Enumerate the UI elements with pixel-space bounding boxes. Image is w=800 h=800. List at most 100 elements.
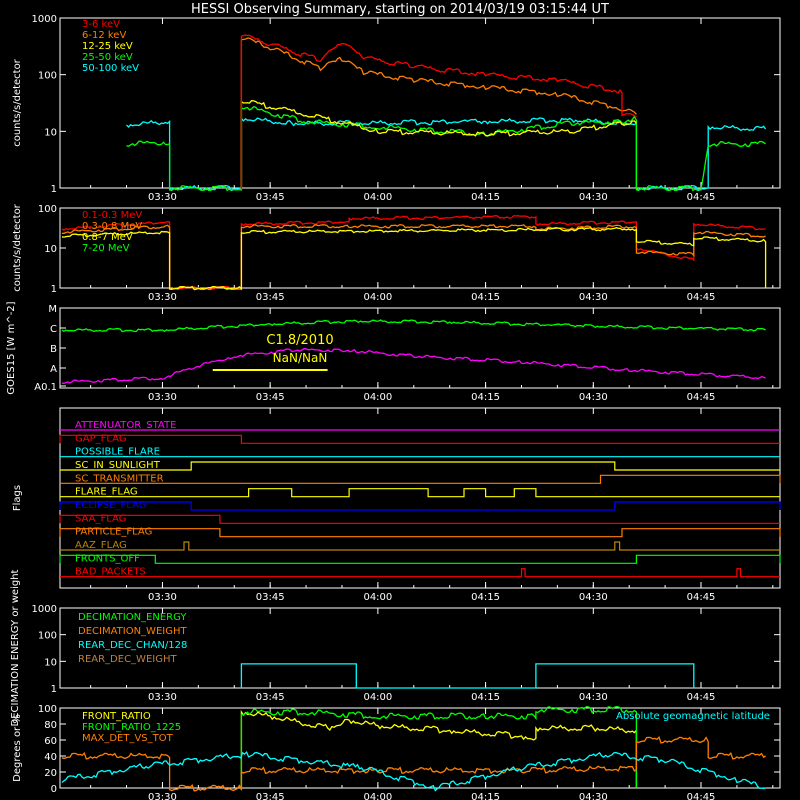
y-axis-label: counts/s/detector bbox=[12, 58, 23, 146]
flag-label: PARTICLE_FLAG bbox=[75, 527, 152, 538]
panel-frame bbox=[59, 17, 781, 189]
flag-trace bbox=[59, 514, 780, 524]
flag-trace bbox=[59, 528, 781, 538]
x-tick-label: 04:45 bbox=[687, 792, 716, 800]
x-tick-label: 04:30 bbox=[579, 692, 608, 703]
flag-label: FRONTS_OFF bbox=[75, 553, 140, 564]
y-tick-label: 0 bbox=[51, 784, 57, 795]
x-tick-label: 04:45 bbox=[687, 692, 716, 703]
legend-entry: 0.3-0.8 MeV bbox=[82, 221, 142, 232]
flag-trace bbox=[60, 541, 780, 551]
y-tick-label: 100 bbox=[38, 631, 57, 642]
panel-p6: 03:30 03:45 04:00 04:15 04:30 04:45 bbox=[59, 707, 781, 800]
legend-entry: MAX_DET_VS_TOT bbox=[82, 733, 174, 744]
y-tick-label: 20 bbox=[44, 768, 57, 779]
x-tick-label: 04:30 bbox=[579, 192, 608, 203]
panel-p4: 03:30 03:45 04:00 04:15 04:30 04:45 bbox=[59, 407, 781, 603]
legend-entry: 25-50 keV bbox=[82, 52, 133, 63]
flag-label: FLARE_FLAG bbox=[75, 487, 138, 498]
series-long bbox=[61, 319, 766, 333]
flag-label: AAZ_FLAG bbox=[75, 540, 127, 551]
series-max-det-vs-tot bbox=[61, 736, 766, 792]
x-tick-label: 04:15 bbox=[471, 792, 500, 800]
x-tick-label: 03:45 bbox=[256, 592, 285, 603]
legend-entry: 6-12 keV bbox=[82, 30, 126, 41]
y-tick-label: 100 bbox=[38, 204, 57, 215]
series-25-50-kev bbox=[126, 105, 766, 192]
y-tick-label: 10 bbox=[44, 244, 57, 255]
y-tick-label: 10 bbox=[44, 657, 57, 668]
series-12-25-kev bbox=[240, 100, 637, 190]
x-tick-label: 04:00 bbox=[363, 592, 392, 603]
series-absolute-geomagnetic-latitude bbox=[61, 750, 766, 792]
flag-trace bbox=[59, 554, 781, 564]
legend-entry: Absolute geomagnetic latitude bbox=[616, 711, 770, 722]
x-tick-label: 03:45 bbox=[256, 692, 285, 703]
flag-label: BAD_PACKETS bbox=[75, 567, 146, 578]
x-tick-label: 04:30 bbox=[579, 792, 608, 800]
y-tick-label: 1000 bbox=[32, 604, 57, 615]
panel-frame bbox=[59, 207, 781, 289]
x-tick-label: 04:15 bbox=[471, 392, 500, 403]
legend-entry: REAR_DEC_WEIGHT bbox=[78, 654, 177, 665]
x-tick-label: 04:15 bbox=[471, 292, 500, 303]
x-tick-label: 03:45 bbox=[256, 192, 285, 203]
y-tick-label: 1 bbox=[51, 184, 57, 195]
figure-title: HESSI Observing Summary, starting on 201… bbox=[191, 2, 609, 17]
x-tick-label: 04:15 bbox=[471, 692, 500, 703]
y-tick-label: 1000 bbox=[32, 14, 57, 25]
x-tick-label: 03:45 bbox=[256, 792, 285, 800]
flag-trace bbox=[59, 501, 781, 511]
y-tick-label: M bbox=[48, 304, 57, 315]
panel-p1: 03:30 03:45 04:00 04:15 04:30 04:45 bbox=[59, 17, 781, 203]
y-axis-label: counts/s/detector bbox=[12, 203, 23, 291]
y-tick-label: A0.1 bbox=[34, 382, 57, 393]
x-tick-label: 03:30 bbox=[148, 192, 177, 203]
x-tick-label: 04:15 bbox=[471, 592, 500, 603]
x-tick-label: 04:30 bbox=[579, 392, 608, 403]
y-tick-label: 100 bbox=[38, 71, 57, 82]
y-tick-label: B bbox=[50, 344, 57, 355]
series-3-6-kev bbox=[240, 34, 637, 190]
legend-entry: DECIMATION_ENERGY bbox=[78, 612, 187, 623]
y-tick-label: 80 bbox=[44, 720, 57, 731]
flag-trace bbox=[59, 434, 780, 444]
y-tick-label: 1 bbox=[51, 284, 57, 295]
series-front-ratio-1225 bbox=[240, 706, 638, 791]
x-tick-label: 04:45 bbox=[687, 592, 716, 603]
series-rear-dec-chan-128 bbox=[240, 663, 695, 689]
x-tick-label: 03:30 bbox=[148, 792, 177, 800]
x-tick-label: 03:30 bbox=[148, 292, 177, 303]
legend-entry: REAR_DEC_CHAN/128 bbox=[78, 640, 187, 651]
flag-trace bbox=[60, 461, 780, 471]
x-tick-label: 04:00 bbox=[363, 292, 392, 303]
flag-label: SAA_FLAG bbox=[75, 513, 126, 524]
x-tick-label: 04:00 bbox=[363, 192, 392, 203]
y-tick-label: 1 bbox=[51, 684, 57, 695]
y-tick-label: 60 bbox=[44, 736, 57, 747]
x-tick-label: 03:45 bbox=[256, 392, 285, 403]
y-tick-label: 40 bbox=[44, 752, 57, 763]
legend-entry: 3-6 keV bbox=[82, 19, 120, 30]
x-tick-label: 04:30 bbox=[579, 292, 608, 303]
y-tick-label: 100 bbox=[38, 704, 57, 715]
flag-trace bbox=[60, 488, 780, 498]
flag-label: ECLIPSE_FLAG bbox=[75, 500, 146, 511]
legend-entry: FRONT_RATIO_1225 bbox=[82, 722, 181, 733]
flag-label: SC_IN_SUNLIGHT bbox=[75, 460, 161, 471]
x-tick-label: 04:30 bbox=[579, 592, 608, 603]
panel-frame bbox=[59, 707, 781, 789]
x-tick-label: 03:30 bbox=[148, 592, 177, 603]
flag-label: POSSIBLE_FLARE bbox=[75, 447, 160, 458]
series-6-12-kev bbox=[240, 37, 637, 191]
legend-entry: 0.8-7 MeV bbox=[82, 232, 133, 243]
x-tick-label: 03:30 bbox=[148, 392, 177, 403]
x-tick-label: 04:45 bbox=[687, 292, 716, 303]
y-tick-label: 10 bbox=[44, 127, 57, 138]
panel-frame bbox=[59, 407, 781, 589]
flare-location-annotation: NaN/NaN bbox=[273, 351, 328, 365]
legend-entry: FRONT_RATIO bbox=[82, 711, 151, 722]
legend-entry: 0.1-0.3 MeV bbox=[82, 210, 142, 221]
